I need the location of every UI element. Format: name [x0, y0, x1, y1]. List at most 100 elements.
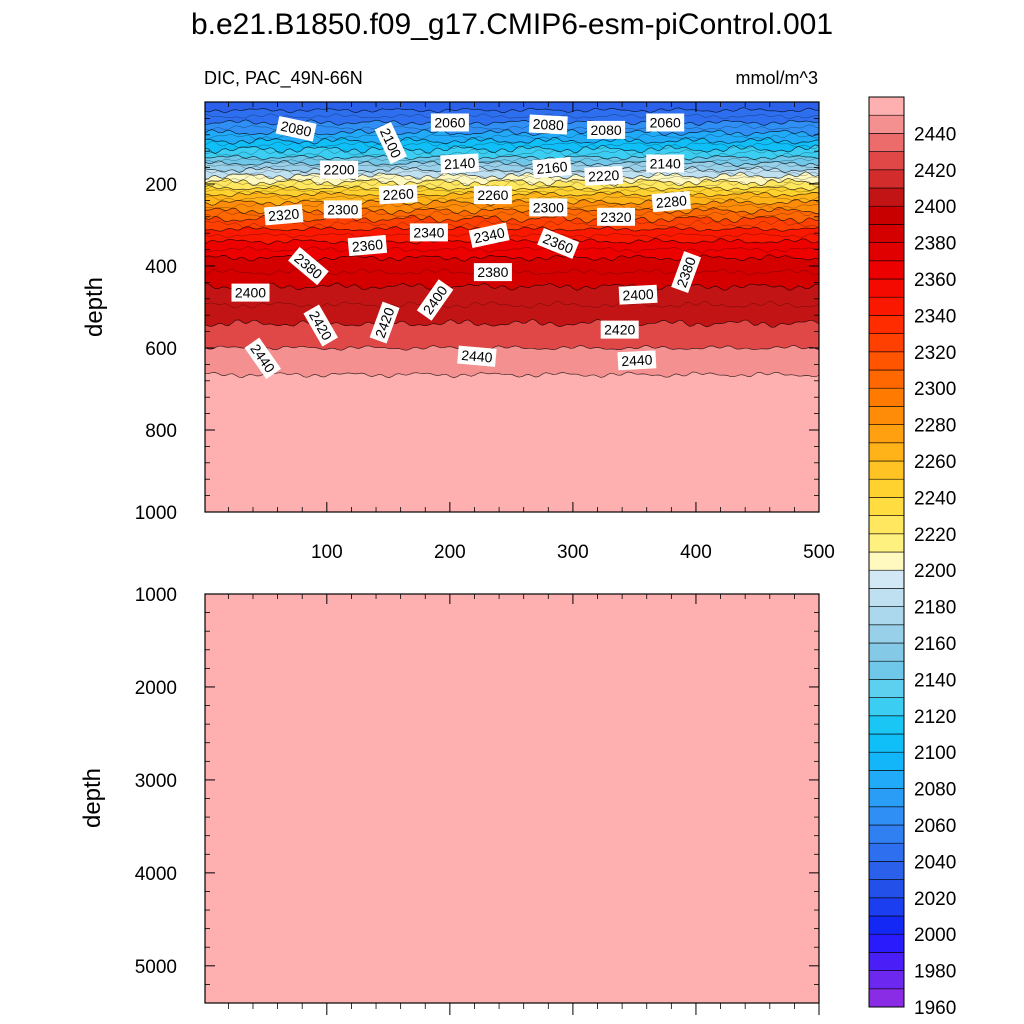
bottom-fill: [205, 594, 819, 1003]
colorbar-box: [868, 660, 905, 680]
contour-label-box: [288, 246, 329, 286]
colorbar-box: [868, 642, 905, 662]
contour-line: [205, 226, 819, 232]
colorbar-label: 2060: [914, 816, 956, 837]
colorbar-box: [868, 751, 905, 771]
colorbar-frame: [868, 96, 905, 1008]
contour-line: [205, 160, 819, 167]
contour-label: 2300: [323, 200, 362, 219]
contour-label-box: [263, 204, 304, 226]
contour-label-box: [323, 200, 362, 219]
colorbar-label: 2400: [914, 197, 956, 218]
x-tick-label: 400: [680, 542, 712, 563]
figure-title: b.e21.B1850.f09_g17.CMIP6-esm-piControl.…: [191, 8, 833, 41]
contour-line: [205, 371, 819, 379]
colorbar-label: 2340: [914, 306, 956, 327]
colorbar-label: 2360: [914, 270, 956, 291]
contour-line: [205, 232, 819, 239]
colorbar-box: [868, 497, 905, 516]
contour-label-text: 2440: [621, 351, 653, 369]
contour-label: 2280: [651, 190, 692, 213]
contour-label-text: 2160: [536, 158, 569, 177]
contour-label-box: [651, 190, 692, 213]
colorbar-box: [868, 169, 905, 189]
colorbar-label: 2260: [914, 452, 956, 473]
colorbar-box: [868, 569, 905, 589]
contour-label-text: 2060: [434, 115, 465, 131]
colorbar-box: [868, 679, 905, 698]
contour-label-text: 2400: [235, 285, 266, 301]
contour-line: [205, 219, 819, 229]
colorbar: 1960 1980 2000 2020 2040 2060 2080 2100 2120 2140…: [868, 96, 956, 1019]
contour-line: [205, 174, 819, 183]
y-tick-label: 800: [145, 421, 177, 442]
colorbar-box: [868, 551, 905, 571]
contour-line: [205, 148, 819, 158]
colorbar-label: 2120: [914, 707, 956, 728]
top-y-axis-label: depth: [81, 277, 108, 337]
y-tick-label: 400: [145, 257, 177, 278]
contour-label: 2440: [457, 345, 497, 367]
colorbar-box: [868, 515, 905, 535]
colorbar-box: [868, 915, 905, 935]
x-tick-label: 200: [434, 542, 466, 563]
contour-label: 2420: [600, 320, 639, 339]
colorbar-box: [868, 988, 905, 1008]
colorbar-label: 1980: [914, 962, 956, 983]
contour-label-text: 2360: [351, 236, 384, 255]
contour-label: 2060: [430, 113, 469, 132]
colorbar-label: 2080: [914, 780, 956, 801]
colorbar-box: [868, 770, 905, 789]
contour-label: 2380: [473, 263, 512, 282]
contour-label-box: [597, 207, 635, 226]
colorbar-box: [868, 624, 905, 644]
colorbar-label: 2240: [914, 488, 956, 509]
units-label: mmol/m^3: [736, 68, 818, 88]
contour-label: 2320: [263, 204, 304, 226]
colorbar-box: [868, 351, 905, 371]
colorbar-label: 2280: [914, 416, 956, 437]
colorbar-box: [868, 879, 905, 899]
colorbar-box: [868, 333, 905, 353]
contour-line: [205, 188, 819, 194]
contour-line: [205, 136, 819, 145]
colorbar-box: [868, 606, 905, 626]
contour-label-box: [244, 337, 282, 380]
colorbar-boxes: [868, 96, 905, 1008]
colorbar-box: [868, 369, 905, 389]
x-tick-label: 500: [803, 542, 835, 563]
contour-line: [205, 237, 819, 245]
contour-label-box: [468, 222, 510, 249]
x-tick-label: 100: [311, 542, 343, 563]
contour-label-box: [587, 120, 626, 139]
colorbar-box: [868, 424, 905, 444]
contour-line: [205, 165, 819, 173]
contour-label-text: 2380: [477, 264, 508, 280]
contour-label-text: 2140: [650, 156, 681, 172]
colorbar-label: 1960: [914, 998, 956, 1019]
contour-label: 2260: [473, 186, 512, 205]
contour-label-box: [231, 283, 270, 302]
contour-label: 2080: [528, 114, 568, 135]
contour-label: 2320: [597, 207, 635, 226]
colorbar-label: 2180: [914, 598, 956, 619]
contour-label-box: [378, 184, 418, 205]
contour-line: [205, 141, 819, 150]
contour-line: [205, 113, 819, 120]
y-tick-label: 1000: [135, 503, 177, 524]
bottom-panel: 1000 2000 3000 4000 5000 depth: [79, 585, 820, 1015]
colorbar-label: 2000: [914, 925, 956, 946]
contour-label: 2440: [617, 350, 657, 371]
colorbar-box: [868, 406, 905, 425]
y-tick-label: 600: [145, 339, 177, 360]
contour-line: [205, 107, 819, 114]
top-plot-frame: [204, 101, 820, 513]
colorbar-box: [868, 933, 905, 953]
colorbar-box: [868, 715, 905, 735]
contour-label-box: [303, 304, 338, 347]
colorbar-label: 2300: [914, 379, 956, 400]
contour-label-text: 2340: [413, 224, 444, 240]
contour-label-text: 2080: [532, 116, 564, 134]
contour-label-text: 2340: [472, 224, 506, 246]
